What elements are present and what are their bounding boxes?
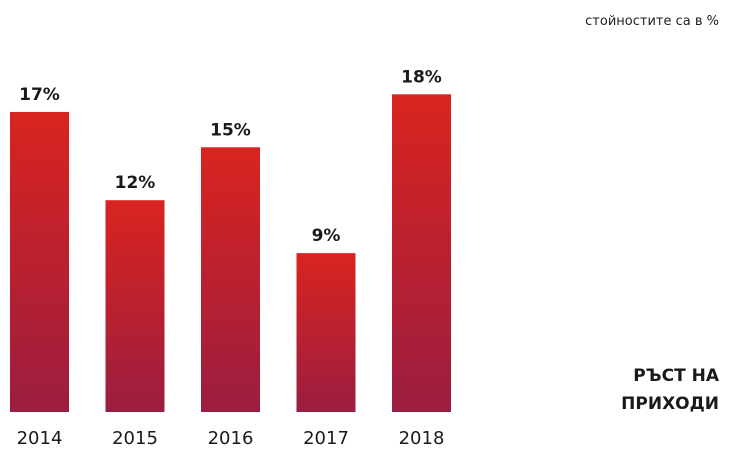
chart-title: РЪСТ НА ПРИХОДИ (621, 362, 719, 418)
units-note: стойностите са в % (585, 14, 719, 29)
x-tick-2016: 2016 (208, 428, 254, 449)
bar-2018 (392, 94, 451, 413)
bars-group: 17% 2014 12% 2015 15% 2016 9% 2017 18% 2018 (10, 67, 451, 449)
bar-2014 (10, 111, 69, 412)
x-tick-2018: 2018 (399, 428, 445, 449)
bar-2017 (296, 253, 356, 412)
data-label-2018: 18% (401, 67, 442, 87)
data-label-2015: 12% (115, 173, 156, 193)
data-label-2014: 17% (19, 85, 60, 105)
x-tick-2014: 2014 (17, 428, 63, 449)
x-tick-2017: 2017 (303, 428, 349, 449)
chart-title-line-2: ПРИХОДИ (621, 394, 719, 414)
chart-title-line-1: РЪСТ НА (633, 366, 719, 386)
data-label-2016: 15% (210, 120, 251, 140)
bar-2016 (201, 147, 260, 412)
data-label-2017: 9% (312, 226, 341, 246)
bar-2015 (105, 200, 165, 412)
x-tick-2015: 2015 (112, 428, 158, 449)
